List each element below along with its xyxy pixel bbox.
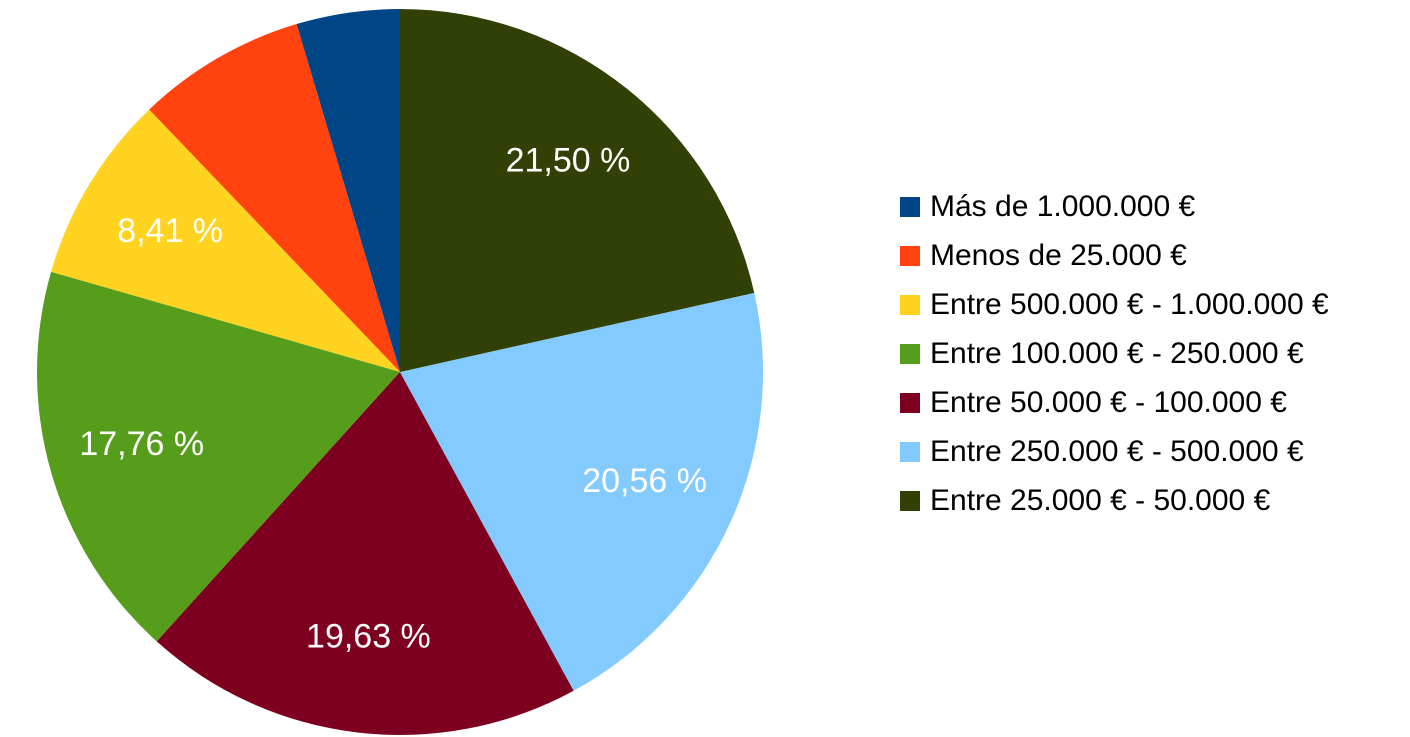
legend-item: Menos de 25.000 € xyxy=(900,237,1380,274)
legend-swatch xyxy=(900,442,920,462)
legend-label: Entre 250.000 € - 500.000 € xyxy=(930,435,1304,468)
legend-item: Entre 250.000 € - 500.000 € xyxy=(900,433,1380,470)
pie-slice xyxy=(51,109,400,372)
legend-item: Entre 50.000 € - 100.000 € xyxy=(900,384,1380,421)
legend-swatch xyxy=(900,393,920,413)
legend-label: Entre 50.000 € - 100.000 € xyxy=(930,386,1287,419)
pie-slice xyxy=(156,372,574,735)
value-label: 19,63 % xyxy=(306,618,431,656)
legend-item: Entre 100.000 € - 250.000 € xyxy=(900,335,1380,372)
pie-slice xyxy=(37,271,401,642)
legend-label: Más de 1.000.000 € xyxy=(930,190,1196,223)
legend-item: Entre 25.000 € - 50.000 € xyxy=(900,482,1380,519)
legend-label: Entre 25.000 € - 50.000 € xyxy=(930,484,1271,517)
pie-slice xyxy=(400,292,763,691)
value-label: 21,50 % xyxy=(506,141,631,179)
legend-label: Entre 500.000 € - 1.000.000 € xyxy=(930,288,1329,321)
legend-swatch xyxy=(900,491,920,511)
pie-slice xyxy=(296,9,400,372)
legend-label: Entre 100.000 € - 250.000 € xyxy=(930,337,1304,370)
value-label: 8,41 % xyxy=(117,212,223,250)
pie-area: 8,41 % 17,76 % 19,63 % 20,56 % 21,50 % xyxy=(37,9,763,735)
legend-swatch xyxy=(900,344,920,364)
pie-slice xyxy=(400,9,755,372)
legend-item: Entre 500.000 € - 1.000.000 € xyxy=(900,286,1380,323)
value-label: 20,56 % xyxy=(582,462,707,500)
legend-swatch xyxy=(900,246,920,266)
legend-swatch xyxy=(900,197,920,217)
legend: Más de 1.000.000 € Menos de 25.000 € Entre… xyxy=(900,188,1380,531)
legend-swatch xyxy=(900,295,920,315)
legend-label: Menos de 25.000 € xyxy=(930,239,1187,272)
pie-slice xyxy=(149,24,400,373)
legend-item: Más de 1.000.000 € xyxy=(900,188,1380,225)
value-label: 17,76 % xyxy=(79,425,204,463)
